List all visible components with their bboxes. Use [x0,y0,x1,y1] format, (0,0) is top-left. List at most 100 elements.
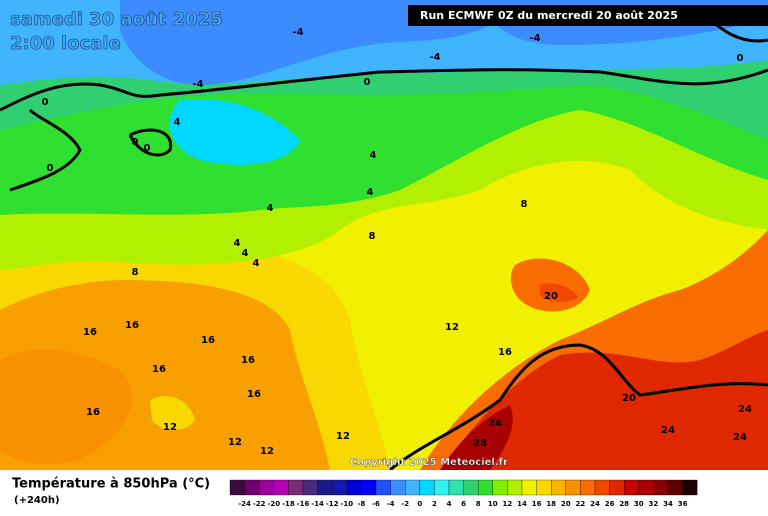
scale-tick-label: 32 [649,500,659,508]
scale-swatch [667,479,683,496]
scale-swatch [594,479,610,496]
contour-label: 12 [336,431,350,442]
scale-swatch [346,479,362,496]
contour-label: 24 [661,425,675,436]
contour-label: 16 [498,347,512,358]
scale-tick-label: -4 [387,500,395,508]
contour-label: 28 [473,438,487,449]
scale-swatch [653,479,669,496]
scale-tick-label: -12 [326,500,339,508]
scale-tick-label: -22 [253,500,266,508]
contour-label: 20 [544,291,558,302]
scale-tick-label: 28 [619,500,629,508]
scale-tick-label: -2 [401,500,409,508]
contour-label: 16 [125,320,139,331]
scale-tick-label: 14 [517,500,527,508]
contour-label: 12 [260,446,274,457]
scale-tick-label: 34 [663,500,673,508]
scale-swatch [536,479,552,496]
scale-swatch [521,479,537,496]
contour-label: 0 [47,163,54,174]
color-scale: -24 -22 -20 -18 -16 -14 -12 -10 -8 -6 -4 -2 0 2 4 6 8 10 1… [229,479,698,508]
scale-swatch [288,479,304,496]
contour-label: 20 [622,393,636,404]
scale-tick-label: -16 [297,500,310,508]
scale-swatch [609,479,625,496]
contour-label: 4 [174,117,181,128]
lead-time: (+240h) [14,495,60,506]
contour-label: 16 [152,364,166,375]
scale-swatch [317,479,333,496]
contour-label: 16 [86,407,100,418]
scale-swatch [492,479,508,496]
scale-swatch [565,479,581,496]
scale-swatch [390,479,406,496]
scale-tick-label: -24 [238,500,251,508]
scale-tick-label: 4 [447,500,452,508]
scale-swatch [434,479,450,496]
scale-swatch [463,479,479,496]
scale-tick-label: 6 [461,500,466,508]
forecast-date: samedi 30 août 2025 [10,9,223,30]
contour-label: 0 [132,137,139,148]
contour-label: 24 [488,418,502,429]
contour-label: 4 [370,150,377,161]
contour-label: -4 [292,27,303,38]
contour-label: -4 [192,79,203,90]
contour-label: 16 [83,327,97,338]
run-banner [408,5,768,26]
scale-swatch [551,479,566,496]
contour-label: 8 [132,267,139,278]
scale-swatch [448,479,464,496]
contour-label: 4 [242,248,249,259]
contour-label: 8 [521,199,528,210]
scale-swatch [259,479,274,496]
contour-label: 4 [267,203,274,214]
contour-label: 4 [253,258,260,269]
scale-swatch [273,479,289,496]
contour-label: 16 [247,389,261,400]
forecast-time: 2:00 locale [10,33,121,54]
contour-label: 0 [144,143,151,154]
contour-label: 0 [737,53,744,64]
scale-swatch [478,479,493,496]
run-info: Run ECMWF 0Z du mercredi 20 août 2025 [420,9,678,22]
scale-tick-label: 18 [546,500,556,508]
scale-swatch [302,479,318,496]
scale-tick-label: 12 [503,500,513,508]
contour-label: 0 [364,77,371,88]
temperature-field [0,0,768,470]
scale-swatch [638,479,654,496]
scale-tick-label: 36 [678,500,688,508]
scale-tick-label: 0 [417,500,422,508]
legend-title: Température à 850hPa (°C) [12,477,210,492]
scale-swatch [244,479,260,496]
scale-tick-label: -8 [358,500,366,508]
contour-label: 0 [42,97,49,108]
contour-label: 12 [445,322,459,333]
contour-label: 12 [228,437,242,448]
contour-label: 24 [738,404,752,415]
contour-label: -4 [529,33,540,44]
scale-tick-label: 8 [476,500,481,508]
scale-swatch [405,479,420,496]
scale-swatch [507,479,523,496]
scale-tick-label: 30 [634,500,644,508]
contour-label: 12 [163,422,177,433]
scale-tick-label: 22 [576,500,586,508]
contour-label: 4 [234,238,241,249]
contour-label: 8 [369,231,376,242]
scale-tick-label: 2 [432,500,437,508]
contour-label: 16 [241,355,255,366]
contour-label: -4 [429,52,440,63]
scale-tick-label: 10 [488,500,498,508]
scale-swatch [624,479,639,496]
scale-tick-label: -18 [282,500,295,508]
scale-tick-label: -14 [311,500,324,508]
scale-tick-label: 16 [532,500,542,508]
contour-label: 4 [367,187,374,198]
scale-tick-label: 26 [605,500,615,508]
scale-swatch [375,479,391,496]
